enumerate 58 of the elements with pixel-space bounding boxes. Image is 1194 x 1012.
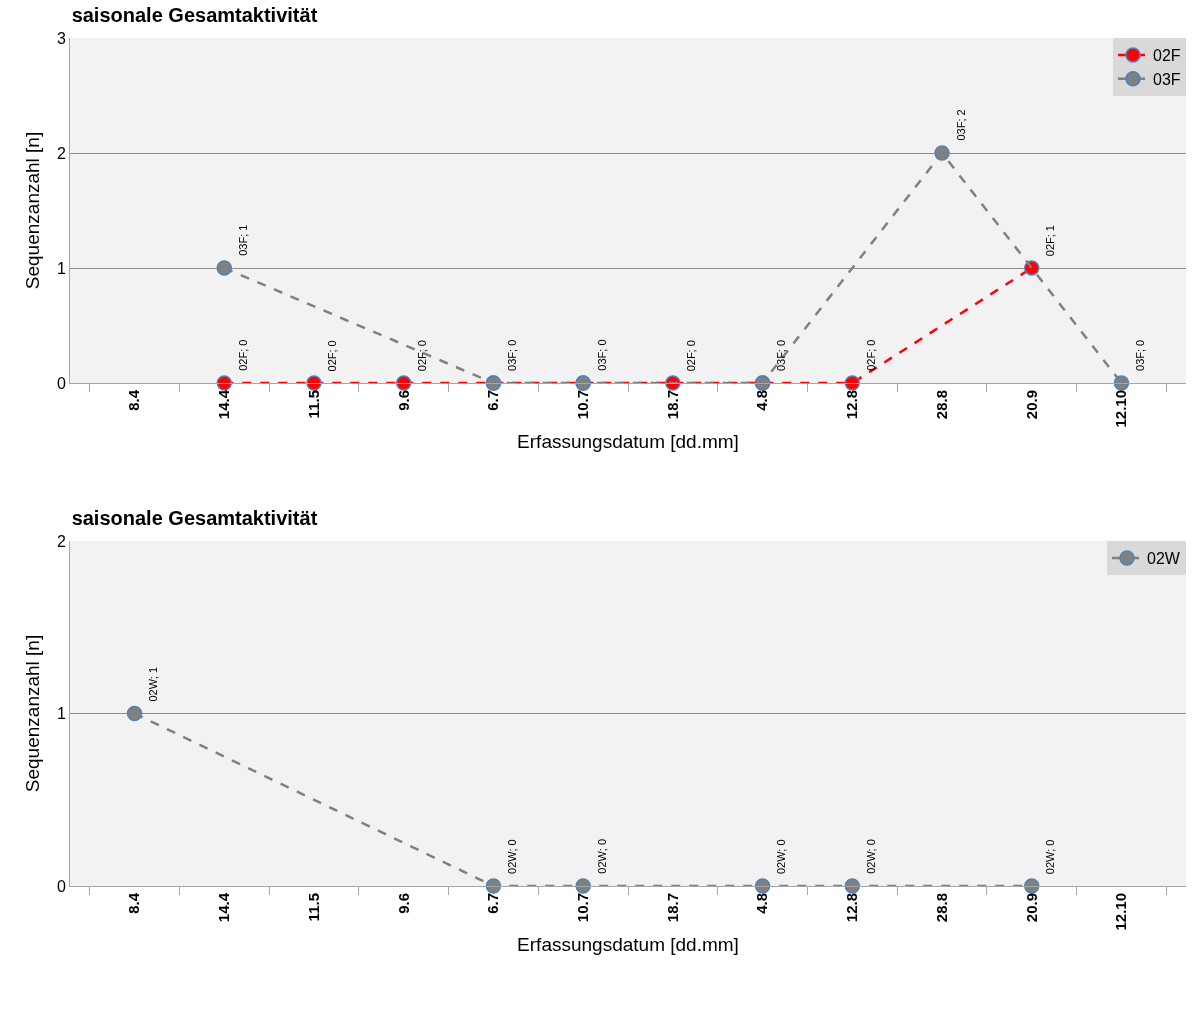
x-tick-label: 28.8 — [932, 893, 950, 923]
x-tick-label: 28.8 — [932, 390, 950, 420]
y-axis-title: Sequenzanzahl [n] — [21, 634, 43, 793]
x-tick-label: 18.7 — [663, 390, 681, 420]
legend-label: 02W — [1147, 550, 1181, 568]
data-label: 03F; 0 — [505, 339, 518, 371]
data-label: 02F; 1 — [1044, 225, 1057, 257]
x-tick-label: 10.7 — [574, 390, 592, 420]
x-tick-label: 18.7 — [663, 893, 681, 923]
data-label: 03F; 1 — [236, 224, 249, 256]
data-label: 03F; 2 — [954, 109, 967, 141]
y-tick-label: 1 — [56, 705, 66, 723]
data-label: 02F; 0 — [685, 340, 698, 372]
data-label: 02F; 0 — [864, 339, 877, 371]
legend-label: 02F — [1153, 47, 1181, 65]
x-tick-label: 6.7 — [484, 893, 502, 914]
legend-label: 03F — [1153, 70, 1181, 88]
x-tick-label: 12.10 — [1112, 390, 1130, 428]
x-axis-title: Erfassungsdatum [dd.mm] — [517, 934, 739, 956]
y-tick-label: 0 — [56, 877, 66, 895]
chart-title: saisonale Gesamtaktivität — [71, 506, 318, 529]
x-tick-label: 9.6 — [394, 893, 412, 914]
data-label: 02W; 0 — [1044, 839, 1057, 875]
data-label: 03F; 0 — [1133, 339, 1146, 371]
x-axis-title: Erfassungsdatum [dd.mm] — [517, 431, 739, 453]
data-label: 02W; 1 — [146, 666, 159, 702]
x-tick-label: 8.4 — [125, 892, 143, 914]
y-tick-label: 1 — [56, 259, 66, 277]
x-tick-label: 9.6 — [394, 390, 412, 411]
data-label: 02F; 0 — [416, 340, 429, 372]
x-tick-label: 11.5 — [304, 893, 322, 922]
chart-title: saisonale Gesamtaktivität — [71, 3, 318, 26]
x-tick-label: 14.4 — [215, 892, 233, 923]
data-label: 03F; 0 — [595, 339, 608, 371]
x-tick-label: 6.7 — [484, 390, 502, 411]
data-label: 02W; 0 — [864, 839, 877, 874]
x-tick-label: 12.10 — [1112, 893, 1130, 931]
x-tick-label: 12.8 — [843, 390, 861, 420]
x-tick-label: 8.4 — [125, 389, 143, 411]
data-label: 02W; 0 — [505, 839, 518, 874]
y-tick-label: 2 — [56, 532, 66, 550]
data-label: 02F; 0 — [326, 340, 339, 372]
data-label: 02W; 0 — [595, 838, 608, 874]
x-tick-label: 11.5 — [304, 390, 322, 419]
x-tick-label: 12.8 — [843, 893, 861, 923]
x-tick-label: 20.9 — [1022, 893, 1040, 923]
y-tick-label: 3 — [56, 29, 66, 47]
y-axis-title: Sequenzanzahl [n] — [21, 131, 43, 290]
x-tick-label: 14.4 — [215, 389, 233, 420]
data-label: 02F; 0 — [236, 339, 249, 371]
y-tick-label: 2 — [56, 144, 66, 162]
x-tick-label: 4.8 — [753, 893, 771, 914]
x-tick-label: 4.8 — [753, 390, 771, 411]
data-label: 02W; 0 — [775, 839, 788, 875]
y-tick-label: 0 — [56, 374, 66, 392]
x-tick-label: 10.7 — [574, 893, 592, 923]
x-tick-label: 20.9 — [1022, 390, 1040, 420]
data-label: 03F; 0 — [775, 339, 788, 372]
